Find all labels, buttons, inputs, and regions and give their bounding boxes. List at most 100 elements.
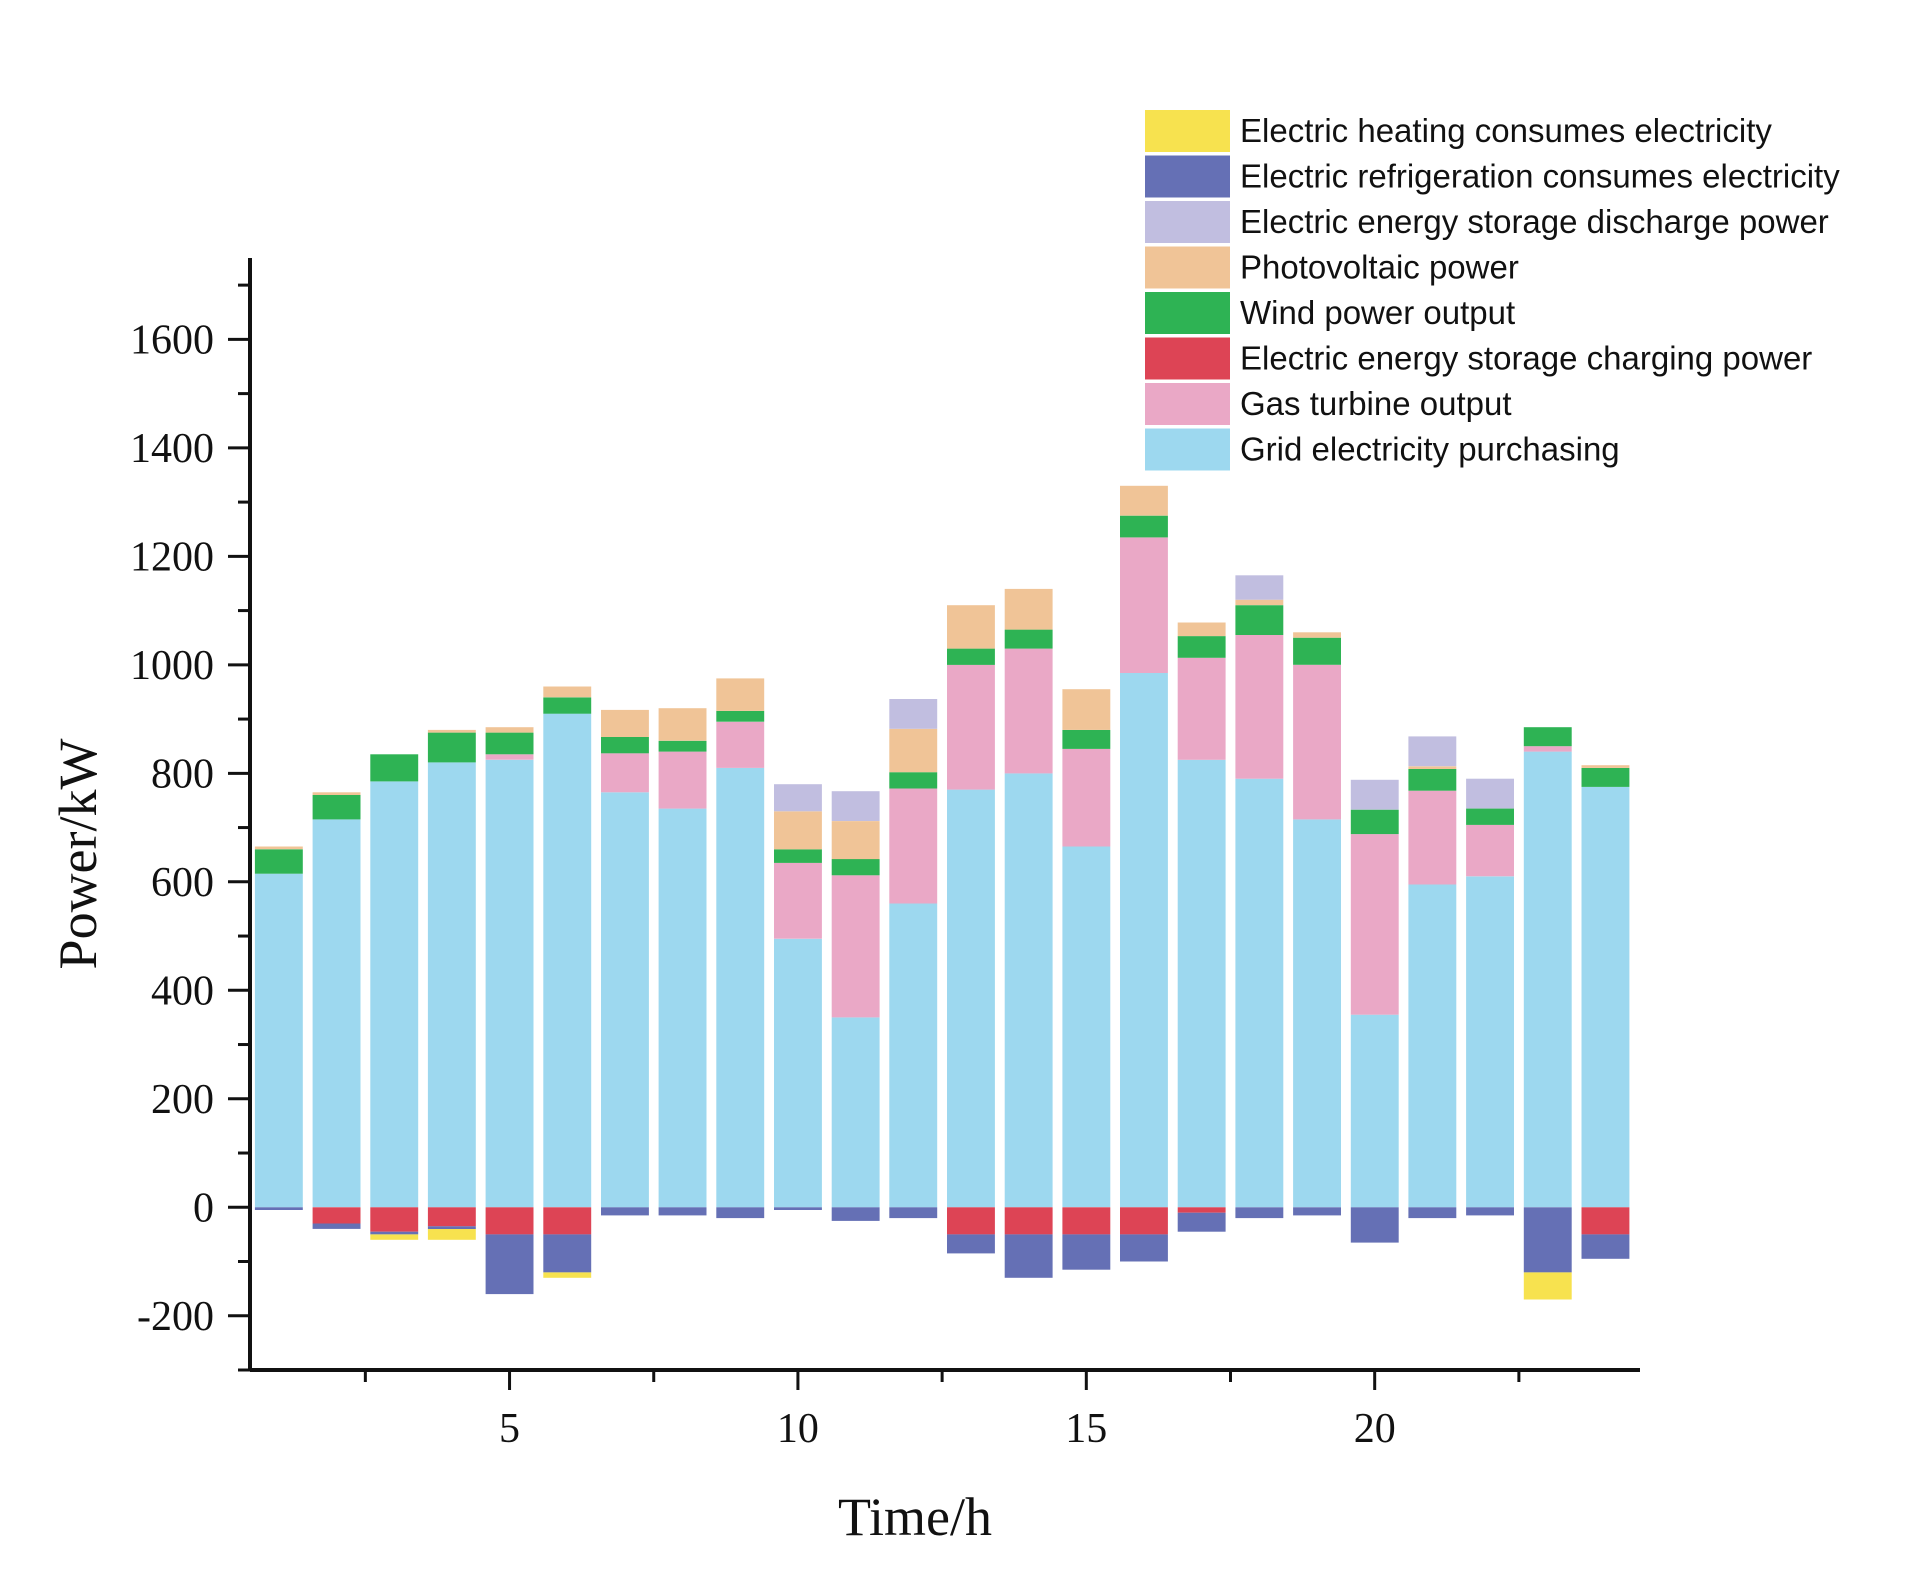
bar-grid-h24 (1581, 786, 1630, 1208)
bar-grid-h20 (1350, 1014, 1399, 1208)
bar-gt-h19 (1293, 664, 1341, 820)
bar-esc-h14 (1004, 1207, 1053, 1235)
bar-pv-h19 (1293, 632, 1341, 638)
bar-ref-h23 (1523, 1207, 1572, 1273)
bar-ref-h10 (774, 1207, 822, 1210)
y-tick-label: 1600 (130, 317, 214, 363)
legend-label-grid: Grid electricity purchasing (1240, 431, 1620, 468)
bar-gt-h8 (658, 751, 707, 809)
bar-grid-h7 (601, 792, 649, 1208)
bar-grid-h10 (774, 938, 822, 1208)
bar-wind-h20 (1350, 809, 1399, 835)
bar-heat-h6 (543, 1272, 592, 1278)
legend-label-wind: Wind power output (1240, 294, 1515, 331)
bar-pv-h16 (1120, 485, 1168, 516)
bar-grid-h21 (1408, 884, 1457, 1208)
bar-gt-h18 (1235, 635, 1284, 779)
bar-wind-h5 (485, 732, 534, 755)
bar-ref-h8 (658, 1207, 707, 1216)
legend-swatch-gt (1145, 383, 1230, 425)
bar-wind-h7 (601, 737, 649, 754)
bar-ref-h24 (1581, 1234, 1630, 1259)
bar-pv-h4 (427, 729, 476, 733)
x-axis-title: Time/h (838, 1487, 992, 1547)
bar-esc-h6 (543, 1207, 592, 1235)
legend-swatch-pv (1145, 246, 1230, 289)
bar-wind-h11 (831, 859, 880, 876)
x-tick-label: 20 (1354, 1406, 1396, 1452)
legend-label-esd: Electric energy storage discharge power (1240, 203, 1829, 240)
bar-ref-h1 (254, 1207, 303, 1210)
bar-ref-h22 (1466, 1207, 1514, 1216)
bar-ref-h5 (485, 1234, 534, 1295)
y-tick-label: -200 (137, 1294, 214, 1340)
bar-wind-h17 (1177, 636, 1226, 658)
bar-pv-h13 (947, 605, 995, 649)
bar-wind-h1 (254, 849, 303, 874)
bar-ref-h13 (947, 1234, 995, 1254)
bar-grid-h1 (254, 873, 303, 1208)
bar-esc-h16 (1120, 1207, 1168, 1235)
bar-ref-h3 (370, 1231, 419, 1235)
bar-grid-h9 (716, 767, 765, 1208)
bar-grid-h18 (1235, 778, 1284, 1208)
legend-swatch-heat (1145, 110, 1230, 152)
bar-heat-h4 (427, 1229, 476, 1240)
bar-pv-h12 (889, 728, 938, 773)
bar-pv-h5 (485, 727, 534, 733)
bar-esc-h24 (1581, 1207, 1630, 1235)
bar-esc-h17 (1177, 1207, 1226, 1213)
bar-grid-h3 (370, 781, 419, 1208)
bar-gt-h7 (601, 753, 649, 793)
legend-swatch-esc (1145, 337, 1230, 380)
bar-heat-h23 (1523, 1272, 1572, 1300)
bar-esc-h15 (1062, 1207, 1111, 1235)
bar-gt-h15 (1062, 748, 1111, 847)
bar-wind-h10 (774, 849, 822, 863)
y-tick-label: 1200 (130, 534, 214, 580)
bar-wind-h14 (1004, 629, 1053, 649)
bar-ref-h14 (1004, 1234, 1053, 1278)
bar-grid-h17 (1177, 759, 1226, 1208)
bar-esd-h20 (1350, 779, 1399, 810)
bar-grid-h12 (889, 903, 938, 1208)
bar-esd-h21 (1408, 736, 1457, 767)
bar-pv-h24 (1581, 765, 1630, 768)
bar-wind-h8 (658, 740, 707, 752)
bar-heat-h3 (370, 1234, 419, 1240)
bar-grid-h15 (1062, 846, 1111, 1208)
bar-pv-h8 (658, 708, 707, 741)
bar-wind-h19 (1293, 637, 1341, 665)
legend-swatch-ref (1145, 155, 1230, 198)
bar-esc-h5 (485, 1207, 534, 1235)
bar-gt-h17 (1177, 657, 1226, 760)
bar-esd-h22 (1466, 778, 1514, 809)
bar-gt-h22 (1466, 824, 1514, 877)
bar-pv-h2 (312, 792, 361, 795)
bar-gt-h11 (831, 875, 880, 1018)
legend-label-gt: Gas turbine output (1240, 385, 1512, 422)
bar-wind-h22 (1466, 808, 1514, 825)
bar-pv-h7 (601, 709, 649, 737)
bar-esd-h10 (774, 784, 822, 812)
bar-grid-h22 (1466, 876, 1514, 1208)
bar-esd-h11 (831, 791, 880, 821)
bar-wind-h18 (1235, 605, 1284, 635)
bar-grid-h13 (947, 789, 995, 1208)
bar-gt-h23 (1523, 746, 1572, 752)
axes (248, 258, 1640, 1372)
bar-grid-h8 (658, 808, 707, 1208)
bar-pv-h6 (543, 686, 592, 698)
bar-pv-h1 (254, 846, 303, 850)
bar-gt-h21 (1408, 790, 1457, 885)
bars-layer (254, 485, 1630, 1300)
bar-grid-h2 (312, 819, 361, 1208)
bar-ref-h6 (543, 1234, 592, 1273)
bar-ref-h11 (831, 1207, 880, 1221)
bar-wind-h21 (1408, 769, 1457, 791)
y-axis-ticks: -200 0 200 400 600 800 1000 1200 1400 1600 (130, 283, 250, 1372)
bar-ref-h16 (1120, 1234, 1168, 1262)
y-tick-label: 1400 (130, 426, 214, 472)
bar-gt-h13 (947, 664, 995, 790)
